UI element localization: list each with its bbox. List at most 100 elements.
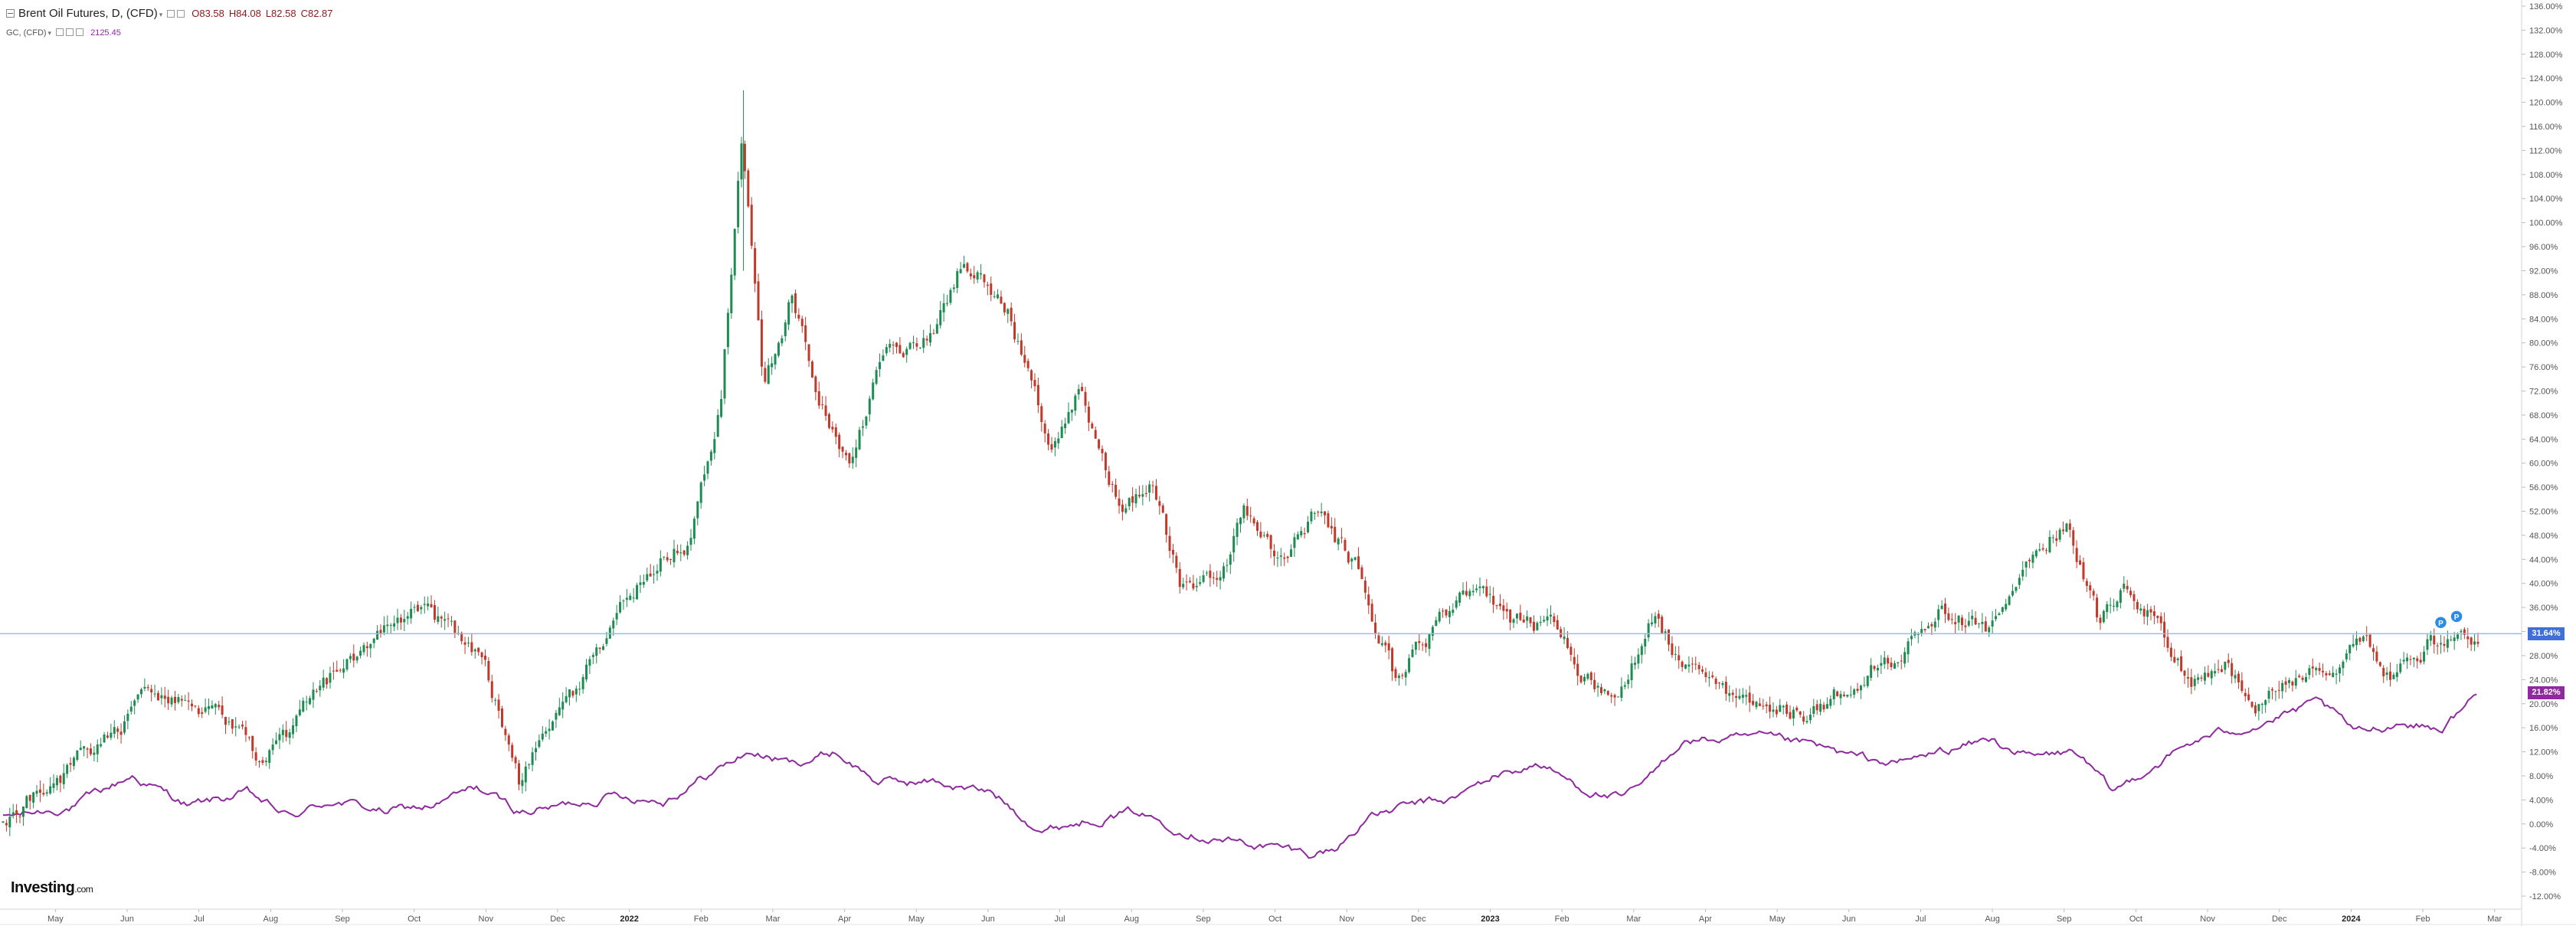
settings-icon[interactable] xyxy=(167,9,175,18)
candle-body xyxy=(1435,620,1438,627)
event-markers[interactable]: PP xyxy=(2434,610,2463,630)
y-axis[interactable]: -12.00% -8.00% -4.00% 0.00% 4.00% 8.00% 12.00%… xyxy=(2522,2,2563,901)
candle-body xyxy=(2183,670,2186,676)
candle-body xyxy=(2304,677,2307,682)
candle-body xyxy=(929,332,932,343)
candle-body xyxy=(1735,695,1738,699)
candle-body xyxy=(1991,620,1994,627)
candle-body xyxy=(1634,663,1637,666)
candle-body xyxy=(1933,621,1936,628)
candle-body xyxy=(1337,538,1340,545)
candle-body xyxy=(1623,685,1626,687)
candle-body xyxy=(764,368,767,382)
settings-icon[interactable] xyxy=(66,28,74,36)
candle-body xyxy=(882,355,885,362)
candle-body xyxy=(487,660,490,681)
candle-body xyxy=(1792,709,1795,719)
chevron-down-icon[interactable]: ▾ xyxy=(159,11,163,18)
candle-body xyxy=(568,689,571,698)
x-tick-label: Mar xyxy=(765,915,780,924)
candle-body xyxy=(1404,672,1407,678)
candle-body xyxy=(69,763,72,765)
event-marker-icon[interactable] xyxy=(2450,610,2463,623)
candle-body xyxy=(827,414,830,428)
x-axis[interactable]: May Jun Jul Aug Sep Oct Nov Dec 2022 Feb Mar Apr May… xyxy=(47,909,2502,924)
y-tick-label: 84.00% xyxy=(2529,315,2558,324)
candle-body xyxy=(1216,578,1219,580)
candle-body xyxy=(504,728,507,735)
y-tick-label: 120.00% xyxy=(2529,99,2563,108)
candle-body xyxy=(1815,704,1818,711)
candle-body xyxy=(1529,617,1532,623)
candle-body xyxy=(784,322,787,336)
candle-body xyxy=(1367,594,1370,606)
candle-body xyxy=(2139,608,2142,611)
candle-body xyxy=(1981,621,1984,624)
close-icon[interactable] xyxy=(76,28,84,36)
candle-body xyxy=(281,729,284,735)
candle-body xyxy=(2190,677,2193,687)
x-tick-label: May xyxy=(908,915,925,924)
secondary-series-title[interactable]: GC, (CFD) xyxy=(6,28,47,38)
candle-body xyxy=(747,170,750,207)
low-value: L82.58 xyxy=(265,8,296,19)
x-tick-label: Jul xyxy=(1055,915,1065,924)
visibility-icon[interactable] xyxy=(56,28,64,36)
x-tick-label: Mar xyxy=(1626,915,1641,924)
candle-body xyxy=(2159,616,2162,623)
chevron-down-icon[interactable]: ▾ xyxy=(47,29,52,37)
candle-body xyxy=(2368,634,2371,647)
candle-body xyxy=(959,269,962,273)
candle-body xyxy=(1256,522,1259,531)
event-marker-icon[interactable] xyxy=(2434,616,2448,630)
candle-body xyxy=(1745,695,1748,697)
candle-body xyxy=(2349,645,2352,653)
candle-body xyxy=(1640,646,1643,656)
main-legend[interactable]: Brent Oil Futures, D, (CFD) ▾ O83.58 H84.08… xyxy=(6,7,338,21)
candle-body xyxy=(666,557,669,561)
candle-body xyxy=(146,687,149,689)
candle-body xyxy=(1077,388,1080,394)
x-tick-label: 2022 xyxy=(620,915,638,924)
candle-body xyxy=(1880,663,1883,666)
collapse-icon[interactable] xyxy=(6,9,15,18)
candle-body xyxy=(639,582,642,585)
candle-body xyxy=(106,735,109,738)
main-series-title[interactable]: Brent Oil Futures, D, (CFD) xyxy=(18,7,158,20)
candle-body xyxy=(622,600,625,602)
candle-body xyxy=(966,263,969,272)
candle-body xyxy=(275,740,278,744)
candle-body xyxy=(1158,501,1161,506)
candle-body xyxy=(1249,515,1252,517)
candle-body xyxy=(227,721,231,723)
candle-body xyxy=(844,453,847,456)
candle-body xyxy=(416,604,419,611)
candle-body xyxy=(38,789,41,793)
candle-body xyxy=(2339,667,2342,674)
candle-body xyxy=(889,343,892,348)
candle-body xyxy=(2409,659,2412,660)
candle-body xyxy=(251,735,254,751)
y-tick-label: 64.00% xyxy=(2529,435,2558,444)
candle-body xyxy=(326,678,329,685)
candle-body xyxy=(1509,609,1512,623)
candle-body xyxy=(2423,651,2426,662)
candle-body xyxy=(339,669,342,671)
candle-body xyxy=(2045,550,2048,551)
candle-body xyxy=(110,732,113,738)
y-tick-label: 52.00% xyxy=(2529,508,2558,517)
candle-body xyxy=(2399,663,2402,672)
candle-body xyxy=(1300,531,1303,535)
candle-body xyxy=(1357,556,1360,569)
candle-body xyxy=(2079,560,2082,565)
candle-body xyxy=(1731,692,1734,695)
candle-body xyxy=(163,695,166,699)
candle-body xyxy=(1195,585,1198,587)
candle-body xyxy=(2001,607,2004,612)
candle-body xyxy=(2277,689,2280,691)
candle-body xyxy=(1812,705,1815,715)
close-icon[interactable] xyxy=(177,9,185,18)
secondary-legend[interactable]: GC, (CFD) ▾ 2125.45 xyxy=(6,25,121,39)
